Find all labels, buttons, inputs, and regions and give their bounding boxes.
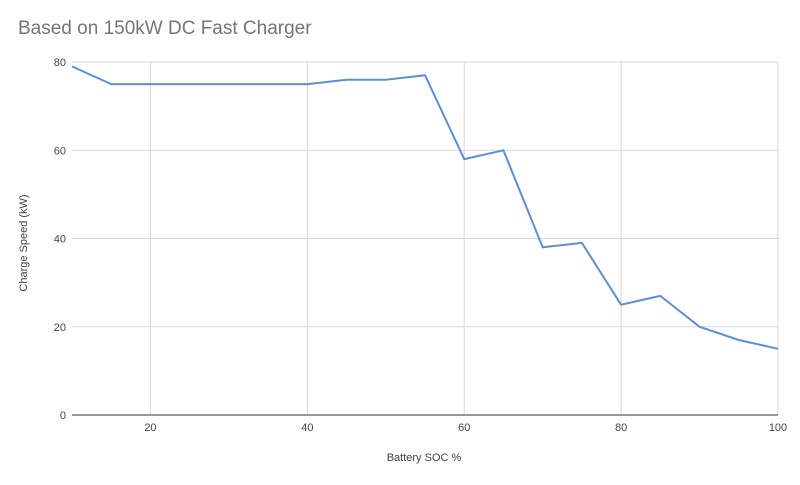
- x-tick-label: 20: [144, 422, 156, 434]
- y-tick-labels: 0 20 40 60 80: [54, 57, 66, 422]
- y-axis-label: Charge Speed (kW): [18, 194, 30, 291]
- y-tick-label: 20: [54, 322, 66, 334]
- x-axis-label: Battery SOC %: [387, 452, 462, 464]
- x-tick-label: 60: [458, 422, 470, 434]
- chart-title: Based on 150kW DC Fast Charger: [18, 18, 312, 39]
- series-line: [71, 65, 779, 350]
- x-tick-label: 80: [615, 422, 627, 434]
- gridlines: [72, 61, 779, 416]
- series-group: [71, 65, 779, 350]
- y-tick-label: 60: [54, 145, 66, 157]
- y-tick-label: 40: [54, 234, 66, 246]
- x-tick-labels: 20 40 60 80 100: [144, 422, 787, 434]
- x-tick-label: 40: [301, 422, 313, 434]
- y-tick-label: 80: [54, 57, 66, 69]
- x-tick-label: 100: [769, 422, 787, 434]
- y-tick-label: 0: [60, 410, 66, 422]
